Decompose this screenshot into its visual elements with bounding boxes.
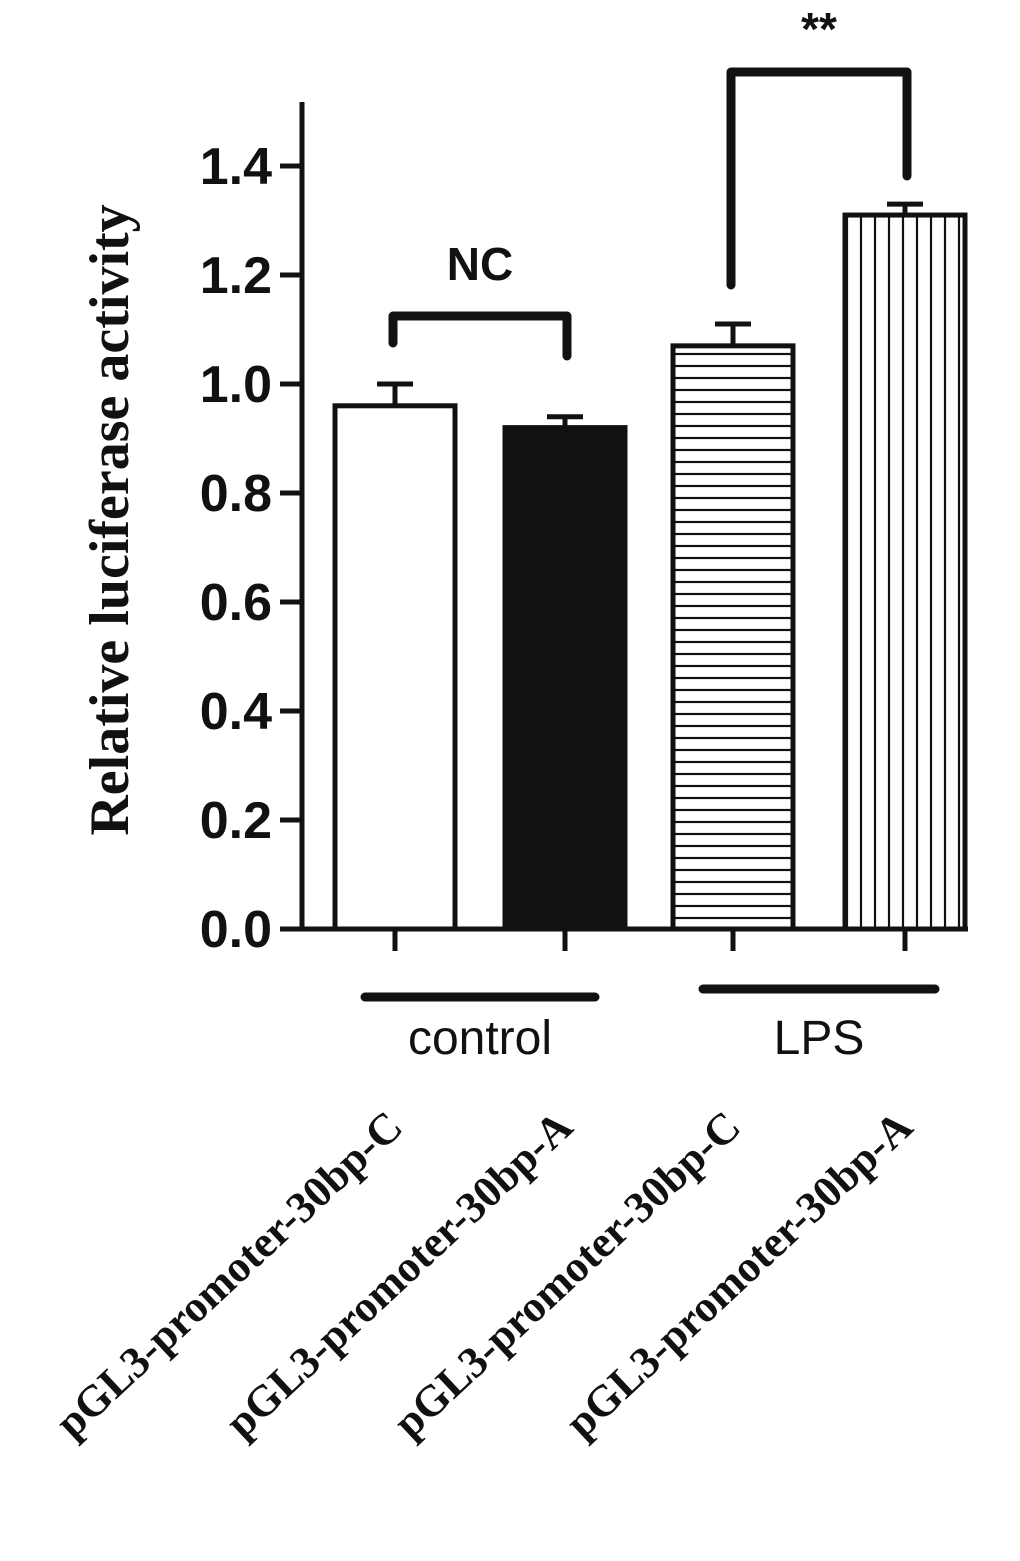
category-label-1: pGL3-promoter-30bp-A (216, 1101, 582, 1447)
group-label-1: LPS (774, 1012, 865, 1065)
y-tick-label-1: 0.2 (200, 792, 272, 850)
bar-2 (670, 343, 796, 932)
y-tick-label-7: 1.4 (200, 138, 272, 196)
y-tick-label-2: 0.4 (200, 683, 272, 741)
axes: 0.0 0.2 0.4 0.6 0.8 1.0 1.2 1.4 (200, 102, 968, 959)
bars (332, 201, 968, 932)
category-label-3: pGL3-promoter-30bp-A (556, 1101, 922, 1447)
group-labels: control LPS (360, 984, 940, 1065)
bar-1 (502, 425, 628, 932)
significance-label-0: NC (447, 238, 513, 290)
category-label-0: pGL3-promoter-30bp-C (46, 1101, 412, 1447)
significance-bracket-0 (388, 311, 572, 361)
y-tick-label-3: 0.6 (200, 574, 272, 632)
category-labels: pGL3-promoter-30bp-CpGL3-promoter-30bp-A… (46, 1101, 922, 1447)
significance-label-1: ** (801, 3, 837, 55)
significance-bracket-1 (726, 67, 912, 290)
bar-3 (842, 212, 968, 932)
y-tick-label-0: 0.0 (200, 901, 272, 959)
y-tick-label-6: 1.2 (200, 247, 272, 305)
group-label-0: control (408, 1012, 552, 1065)
y-axis-label: Relative luciferase activity (79, 204, 141, 835)
y-tick-label-4: 0.8 (200, 465, 272, 523)
bar-0 (332, 403, 458, 932)
significance-annotations: NC ** (388, 3, 912, 361)
y-tick-label-5: 1.0 (200, 356, 272, 414)
category-label-2: pGL3-promoter-30bp-C (384, 1101, 750, 1447)
